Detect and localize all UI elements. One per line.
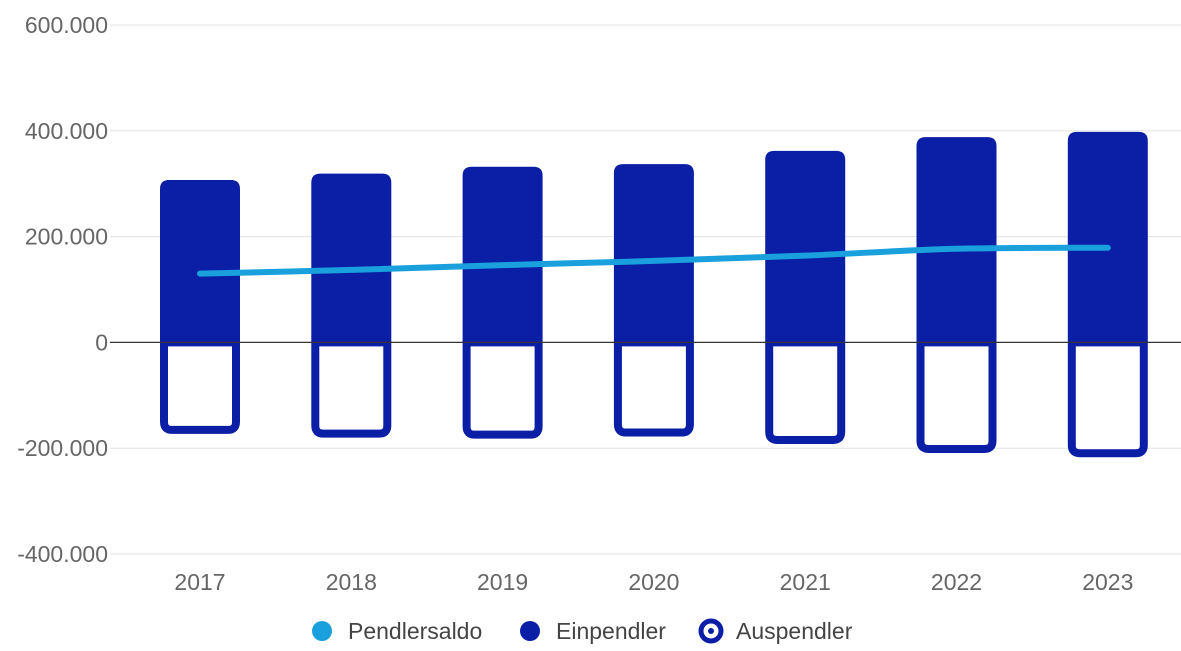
legend-label: Pendlersaldo — [348, 618, 482, 644]
pendlersaldo-line-group — [197, 244, 1111, 277]
x-tick-label: 2023 — [1082, 569, 1133, 595]
y-tick-label: 0 — [95, 329, 108, 355]
filled-dot-icon — [312, 621, 332, 641]
auspendler-bar[interactable] — [765, 338, 846, 444]
ring-dot-center — [708, 628, 714, 634]
x-tick-label: 2022 — [931, 569, 982, 595]
einpendler-bar[interactable] — [462, 166, 543, 343]
y-tick-label: 400.000 — [25, 118, 108, 144]
y-tick-label: 600.000 — [25, 12, 108, 38]
einpendler-bar[interactable] — [916, 137, 997, 343]
auspendler-bar[interactable] — [1067, 338, 1148, 458]
x-tick-label: 2020 — [628, 569, 679, 595]
y-tick-label: -200.000 — [17, 435, 108, 461]
y-tick-label: -400.000 — [17, 541, 108, 567]
auspendler-bar[interactable] — [160, 338, 240, 434]
einpendler-bar[interactable] — [1067, 131, 1148, 343]
legend-item-pendlersaldo[interactable]: Pendlersaldo — [312, 618, 482, 644]
legend: Pendlersaldo Einpendler Auspendler — [312, 618, 853, 644]
auspendler-bar[interactable] — [311, 338, 392, 438]
einpendler-bar[interactable] — [613, 164, 694, 343]
auspendler-bar[interactable] — [613, 338, 694, 437]
legend-item-einpendler[interactable]: Einpendler — [520, 618, 666, 644]
filled-dot-icon — [520, 621, 540, 641]
x-tick-label: 2017 — [174, 569, 225, 595]
einpendler-bar[interactable] — [160, 179, 240, 343]
x-tick-label: 2018 — [326, 569, 377, 595]
legend-label: Auspendler — [736, 618, 853, 644]
einpendler-bar[interactable] — [765, 150, 846, 343]
x-axis-tick-labels: 2017 2018 2019 2020 2021 2022 2023 — [174, 569, 1133, 595]
auspendler-bar[interactable] — [462, 338, 543, 439]
x-tick-label: 2021 — [780, 569, 831, 595]
einpendler-bar[interactable] — [311, 173, 392, 343]
y-axis-tick-labels: 600.000 400.000 200.000 0 -200.000 -400.000 — [17, 12, 108, 567]
auspendler-bar[interactable] — [916, 338, 997, 453]
pendlersaldo-line[interactable] — [197, 244, 1111, 277]
legend-item-auspendler[interactable]: Auspendler — [698, 618, 853, 644]
y-tick-label: 200.000 — [25, 224, 108, 250]
x-tick-label: 2019 — [477, 569, 528, 595]
bars — [160, 131, 1148, 458]
legend-label: Einpendler — [556, 618, 666, 644]
